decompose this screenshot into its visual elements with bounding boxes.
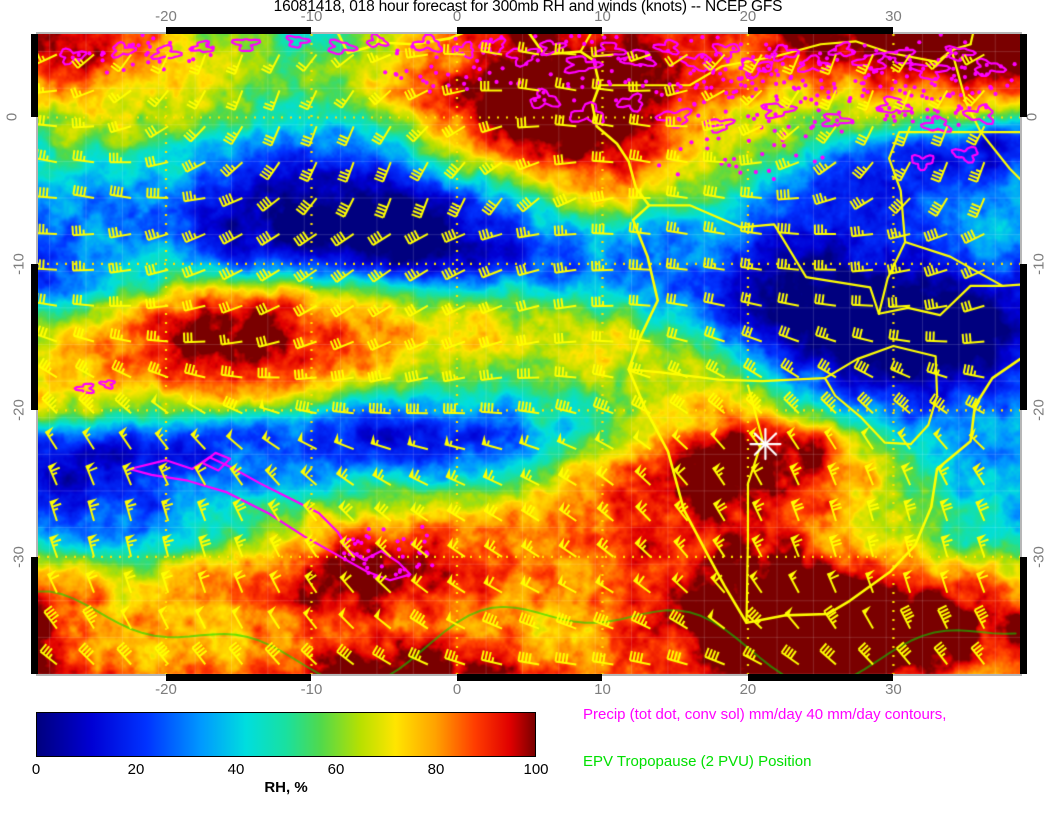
legend-precip: Precip (tot dot, conv sol) mm/day 40 mm/…	[583, 706, 947, 723]
axis-tick-bar	[31, 34, 38, 118]
x-axis-tick-label: 10	[594, 681, 611, 698]
x-axis-tick-label: 30	[885, 8, 902, 25]
axis-tick-bar	[1020, 263, 1027, 411]
x-axis-tick-label: 20	[739, 681, 757, 698]
axis-tick-bar	[1020, 556, 1027, 674]
y-axis-tick-label: -20	[1030, 399, 1048, 422]
x-axis-tick-label: 0	[452, 8, 462, 25]
x-axis-tick-label: 20	[739, 8, 757, 25]
x-axis-tick-label: -20	[155, 8, 177, 25]
colorbar-title: RH, %	[264, 779, 308, 796]
y-axis-tick-label: -10	[1030, 253, 1048, 275]
axis-tick-bar	[456, 27, 603, 34]
colorbar-tick-label: 100	[523, 761, 549, 778]
axis-tick-bar	[456, 674, 603, 681]
map-plot-area[interactable]	[36, 32, 1022, 676]
colorbar-tick-label: 40	[227, 761, 245, 778]
axis-tick-bar	[1020, 34, 1027, 118]
x-axis-tick-label: -10	[300, 8, 323, 25]
y-axis-tick-label: -30	[10, 545, 28, 568]
y-axis-tick-label: 0	[3, 113, 21, 122]
axis-tick-bar	[166, 674, 312, 681]
y-axis-tick-label: -30	[1030, 545, 1048, 568]
x-axis-tick-label: -20	[155, 681, 177, 698]
x-axis-tick-label: 10	[594, 8, 611, 25]
colorbar-tick-label: 60	[327, 761, 345, 778]
legend-epv: EPV Tropopause (2 PVU) Position	[583, 753, 812, 770]
y-axis-tick-label: -10	[10, 253, 28, 275]
page-title: 16081418, 018 hour forecast for 300mb RH…	[273, 0, 783, 15]
x-axis-tick-label: 30	[885, 681, 902, 698]
axis-tick-bar	[166, 27, 312, 34]
colorbar-tick-label: 20	[127, 761, 145, 778]
axis-tick-bar	[31, 556, 38, 674]
axis-tick-bar	[31, 263, 38, 411]
colorbar-gradient	[37, 713, 535, 756]
rh-field-canvas	[38, 34, 1020, 674]
colorbar-tick-label: 80	[427, 761, 445, 778]
y-axis-tick-label: -20	[10, 399, 28, 422]
colorbar-tick-label: 0	[31, 761, 41, 778]
x-axis-tick-label: -10	[300, 681, 323, 698]
colorbar	[36, 712, 536, 757]
axis-tick-bar	[747, 27, 894, 34]
x-axis-tick-label: 0	[452, 681, 462, 698]
axis-tick-bar	[747, 674, 894, 681]
